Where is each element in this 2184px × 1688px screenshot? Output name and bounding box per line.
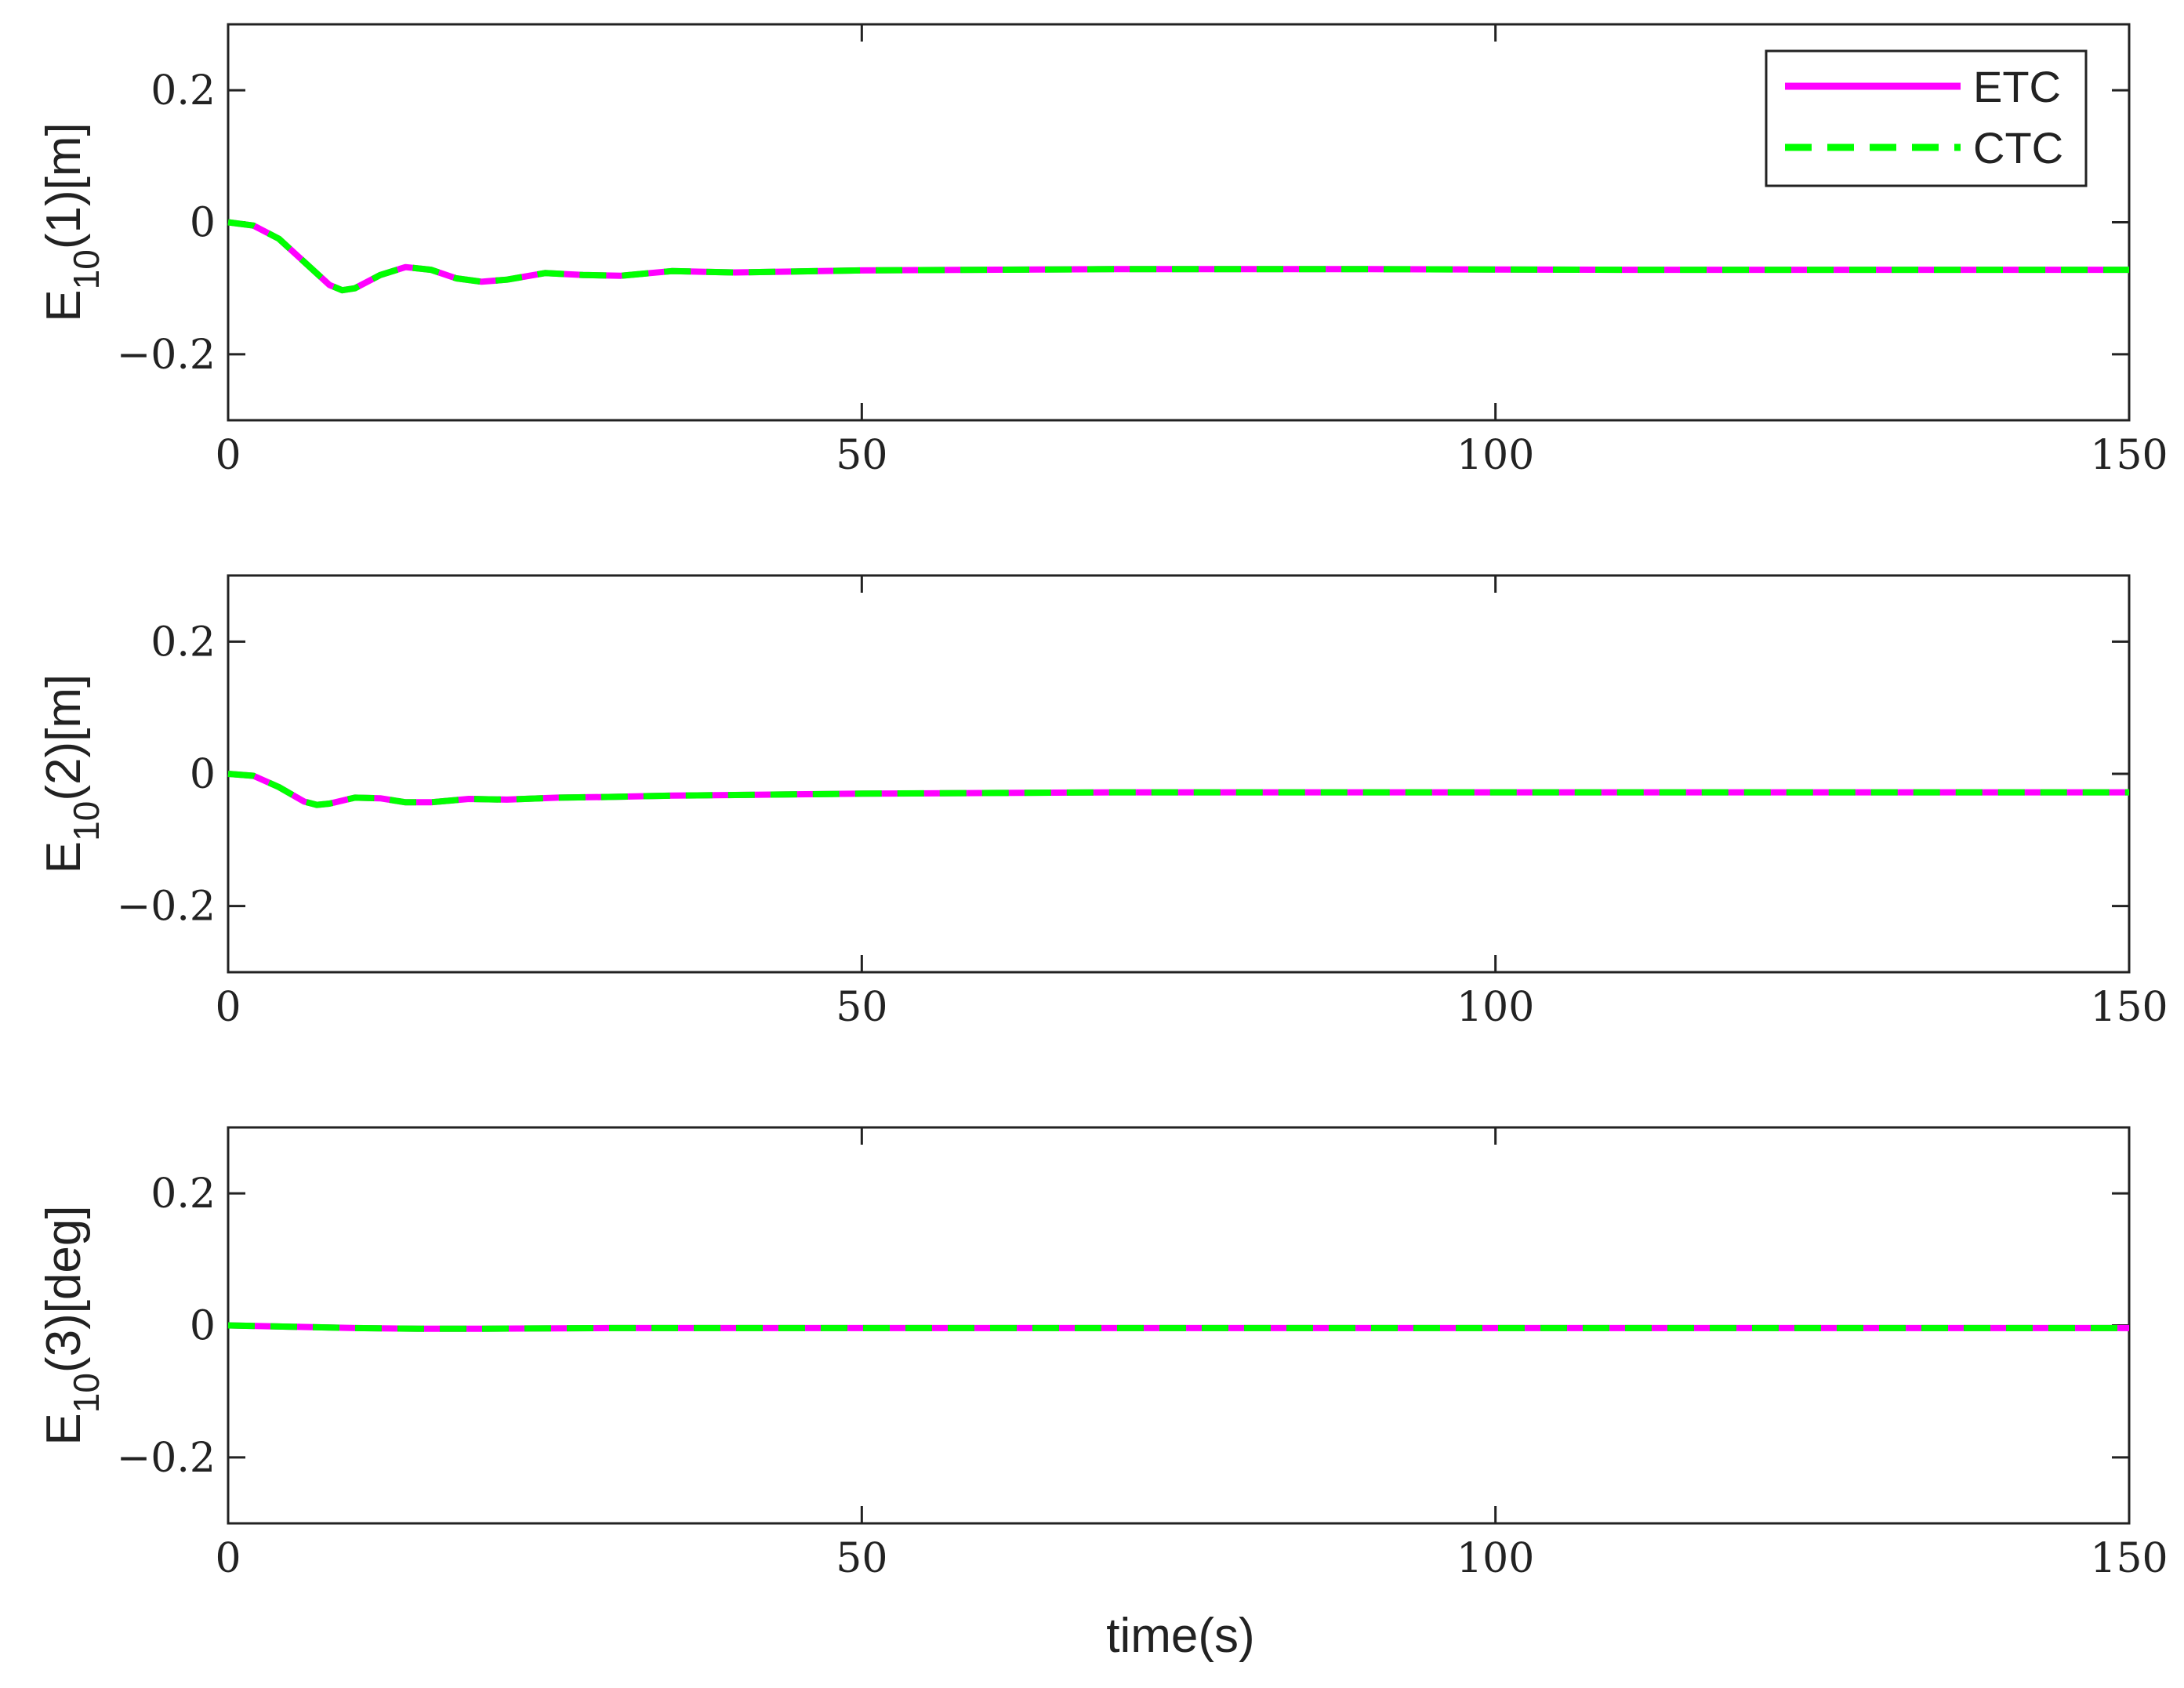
y-axis-label-base: E [37, 841, 91, 873]
x-tick-label: 100 [1457, 984, 1534, 1031]
y-axis-label-base: E [37, 289, 91, 321]
x-tick-label: 50 [836, 984, 887, 1031]
x-axis-label: time(s) [1106, 1609, 1254, 1663]
y-tick-label: −0.2 [117, 884, 216, 931]
legend: ETC CTC [1765, 49, 2088, 187]
legend-label-ctc: CTC [1973, 123, 2063, 172]
x-tick-label: 150 [2090, 1535, 2168, 1582]
subplot-2: 0 50 100 150 −0.2 0 0.2 E10(2)[m] [37, 574, 2168, 1031]
x-tick-label: 0 [215, 1535, 241, 1582]
y-axis-label: E10(2)[m] [37, 674, 107, 873]
y-tick-label: 0.2 [151, 619, 216, 666]
x-tick-label: 150 [2090, 432, 2168, 479]
legend-box [1765, 49, 2088, 187]
y-axis-label-subscript: 10 [66, 249, 107, 289]
series-line-etc [227, 1322, 2129, 1332]
y-axis-label-base: E [37, 1413, 91, 1445]
y-tick-label: 0.2 [151, 67, 216, 114]
y-axis-label-subscript: 10 [66, 801, 107, 841]
series-line-etc [227, 219, 2129, 294]
y-tick-label: 0.2 [151, 1171, 216, 1218]
series-line-ctc [227, 771, 2129, 808]
subplot-1: 0 50 100 150 −0.2 0 0.2 E10(1)[m] ETC CTC [37, 23, 2168, 479]
x-tick-label: 50 [836, 1535, 887, 1582]
y-tick-label: −0.2 [117, 332, 216, 379]
y-tick-label: 0 [190, 751, 216, 798]
y-axis-label-rest: (3)[deg] [37, 1205, 91, 1373]
x-tick-label: 100 [1457, 432, 1534, 479]
x-tick-label: 100 [1457, 1535, 1534, 1582]
y-axis-label-rest: (1)[m] [37, 122, 91, 249]
legend-label-etc: ETC [1973, 62, 2061, 111]
y-tick-label: −0.2 [117, 1435, 216, 1482]
y-axis-label-subscript: 10 [66, 1373, 107, 1413]
x-tick-label: 0 [215, 984, 241, 1031]
x-tick-label: 50 [836, 432, 887, 479]
y-tick-label: 0 [190, 200, 216, 247]
y-tick-label: 0 [190, 1303, 216, 1350]
x-tick-label: 150 [2090, 984, 2168, 1031]
y-axis-label: E10(3)[deg] [37, 1205, 107, 1445]
y-axis-label-rest: (2)[m] [37, 674, 91, 801]
y-axis-label: E10(1)[m] [37, 122, 107, 321]
x-tick-label: 0 [215, 432, 241, 479]
subplot-3: 0 50 100 150 −0.2 0 0.2 E10(3)[deg] [37, 1126, 2168, 1582]
